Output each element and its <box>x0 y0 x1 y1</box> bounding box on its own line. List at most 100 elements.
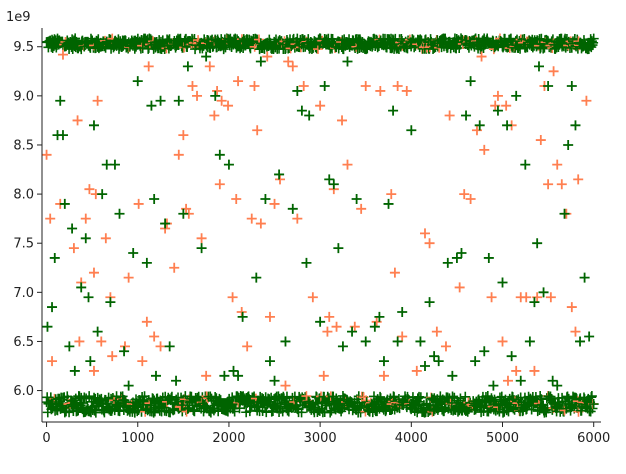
series-0-point <box>262 51 273 62</box>
x-tick-label: 0 <box>42 431 50 446</box>
series-0-point <box>84 184 95 195</box>
series-1-point <box>579 272 590 283</box>
series-1-point <box>351 194 362 205</box>
series-1-point <box>85 356 96 367</box>
series-1-point <box>59 198 70 209</box>
series-1-point <box>470 356 481 367</box>
series-1-point <box>80 233 91 244</box>
series-1-point <box>105 297 116 308</box>
series-0-point <box>360 81 371 92</box>
series-0-point <box>545 292 556 303</box>
series-1-point <box>92 326 103 337</box>
series-0-point <box>107 351 118 362</box>
series-0-point <box>100 233 111 244</box>
series-1-point <box>301 257 312 268</box>
series-0-point <box>287 61 298 72</box>
series-1-point <box>429 351 440 362</box>
series-1-point <box>337 341 348 352</box>
band-0-point <box>313 44 324 55</box>
series-0-point <box>169 262 180 273</box>
series-1-point <box>88 120 99 131</box>
series-0-point <box>501 100 512 111</box>
band-1-point <box>175 401 186 412</box>
series-1-point <box>182 61 193 72</box>
series-0-point <box>92 95 103 106</box>
y-ticks: 6.0 6.5 7.0 7.5 8.0 8.5 9.0 9.5 <box>13 40 42 399</box>
series-0-point <box>123 272 134 283</box>
series-0-point <box>331 321 342 332</box>
series-1-point <box>251 272 262 283</box>
series-1-point <box>479 346 490 357</box>
series-1-point <box>319 81 330 92</box>
series-1-point <box>333 243 344 254</box>
band-1-point <box>79 392 90 403</box>
series-0-point <box>196 233 207 244</box>
series-0-point <box>356 203 367 214</box>
series-1-point <box>83 292 94 303</box>
series-0-point <box>497 336 508 347</box>
series-0-point <box>216 95 227 106</box>
series-0-point <box>401 85 412 96</box>
series-0-point <box>552 159 563 170</box>
series-1-point <box>424 297 435 308</box>
series-1-point <box>552 380 563 391</box>
series-1-point <box>532 238 543 249</box>
series-1-point <box>406 125 417 136</box>
series-1-point <box>342 56 353 67</box>
series-0-point <box>521 292 532 303</box>
series-0-point <box>378 370 389 381</box>
series-0-point <box>444 110 455 121</box>
x-tick-label: 6000 <box>577 431 610 446</box>
series-1-point <box>233 370 244 381</box>
series-1-point <box>287 203 298 214</box>
series-0-point <box>375 85 386 96</box>
series-1-point <box>128 248 139 259</box>
series-1-point <box>69 365 80 376</box>
series-0-point <box>486 292 497 303</box>
series-0-point <box>556 179 567 190</box>
series-1-point <box>533 61 544 72</box>
series-1-point <box>415 336 426 347</box>
series-0-point <box>41 149 52 160</box>
axes-layer <box>41 28 601 423</box>
series-1-point <box>178 208 189 219</box>
series-0-point <box>155 341 166 352</box>
series-0-point <box>255 218 266 229</box>
series-0-point <box>178 130 189 141</box>
x-ticks: 0 1000 2000 3000 4000 5000 6000 <box>42 422 610 446</box>
series-1-point <box>214 149 225 160</box>
series-0-point <box>283 56 294 67</box>
series-1-point <box>196 243 207 254</box>
y-tick-label: 9.5 <box>13 40 34 55</box>
series-1-point <box>511 90 522 101</box>
x-tick-label: 3000 <box>304 431 337 446</box>
series-1-point <box>315 316 326 327</box>
series-1-point <box>506 351 517 362</box>
series-0-point <box>233 76 244 87</box>
series-1-point <box>369 321 380 332</box>
series-0-point <box>440 341 451 352</box>
series-1-point <box>109 159 120 170</box>
series-1-point <box>119 346 130 357</box>
series-1-point <box>155 95 166 106</box>
series-0-point <box>420 228 431 239</box>
series-0-point <box>88 365 99 376</box>
y-tick-label: 6.0 <box>13 384 34 399</box>
series-1-point <box>420 361 431 372</box>
band-1-point <box>588 399 599 410</box>
series-1-point <box>114 208 125 219</box>
series-0-point <box>264 311 275 322</box>
series-1-point <box>150 370 161 381</box>
series-1-point <box>559 208 570 219</box>
series-1-point <box>255 56 266 67</box>
series-0-point <box>269 198 280 209</box>
series-1-point <box>451 252 462 263</box>
series-1-point <box>566 81 577 92</box>
series-0-point <box>315 100 326 111</box>
series-0-point <box>459 189 470 200</box>
band-1-point <box>541 407 552 418</box>
series-1-point <box>570 120 581 131</box>
series-0-point <box>465 194 476 205</box>
series-0-point <box>173 149 184 160</box>
